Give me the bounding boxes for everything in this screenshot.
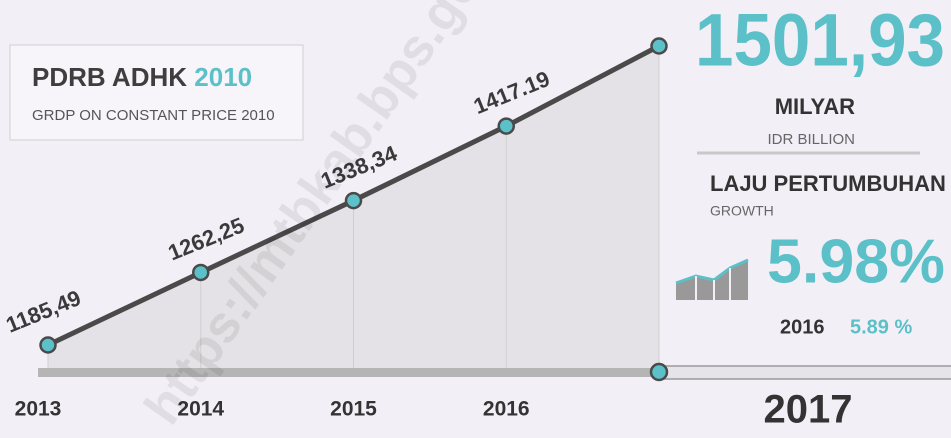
point (650, 37, 668, 55)
title-text: PDRB ADHK (32, 62, 187, 92)
chart-title: PDRB ADHK 2010 (32, 62, 252, 92)
previous-year: 2016 (780, 316, 825, 338)
unit-en: IDR BILLION (767, 131, 855, 148)
point-base (649, 362, 669, 382)
value-label: 1185,49 (2, 285, 84, 338)
growth-icon (675, 258, 749, 300)
previous-growth: 5.89 % (850, 316, 912, 338)
x-tick-label: 2014 (177, 398, 224, 421)
x-tick-label: 2017 (764, 388, 853, 432)
x-tick-label: 2015 (330, 398, 377, 421)
growth-value: 5.98% (767, 227, 945, 296)
unit: MILYAR (775, 94, 855, 119)
subtitle: GRDP ON CONSTANT PRICE 2010 (32, 107, 275, 124)
point (39, 336, 57, 354)
title-box (9, 44, 304, 141)
point (192, 263, 210, 282)
point (344, 191, 363, 210)
baseline-end (658, 365, 951, 380)
title-year: 2010 (194, 62, 252, 92)
point (497, 117, 515, 135)
latest-value: 1501,93 (695, 0, 945, 82)
baseline (38, 368, 659, 377)
x-tick-label: 2016 (483, 398, 530, 421)
growth-title: LAJU PERTUMBUHAN (710, 171, 946, 196)
growth-title-en: GROWTH (710, 203, 774, 219)
x-tick-label: 2013 (15, 398, 62, 421)
